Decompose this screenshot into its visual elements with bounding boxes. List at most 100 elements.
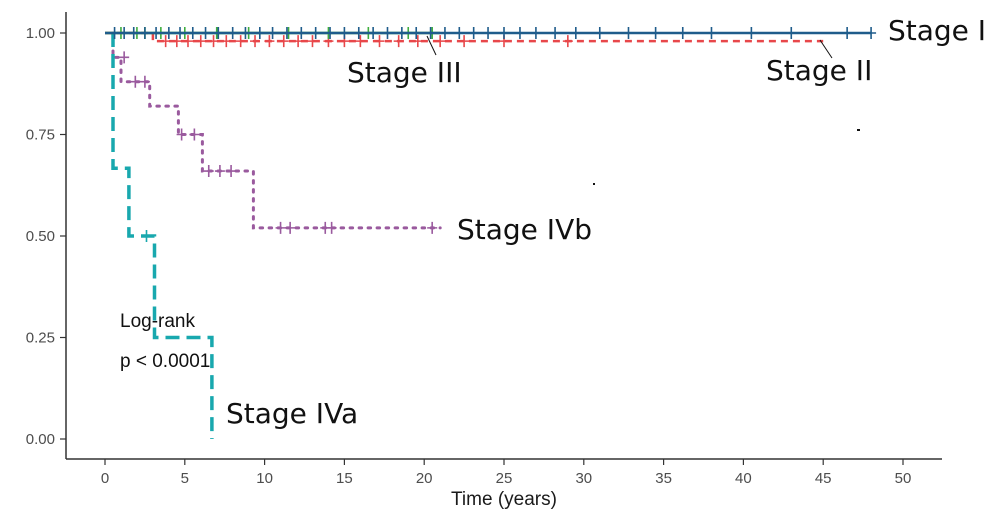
censor-mark xyxy=(411,27,422,39)
censor-mark xyxy=(285,221,296,234)
censor-mark xyxy=(296,27,307,39)
censor-mark xyxy=(278,35,289,48)
stage-iii-label: Stage III xyxy=(347,56,462,89)
stage-iva-series xyxy=(111,33,214,439)
x-tick-label: 15 xyxy=(336,470,353,487)
x-tick-label: 0 xyxy=(101,470,109,487)
censor-mark xyxy=(160,35,171,48)
y-ticks: 0.00 0.25 0.50 0.75 1.00 xyxy=(26,25,66,448)
axes-layer: 0 5 10 15 20 25 30 35 40 45 50 0.00 0.25 0.50 0.75 1.0… xyxy=(26,12,942,510)
censor-mark xyxy=(514,27,525,39)
censor-mark xyxy=(128,27,139,39)
censor-mark xyxy=(382,27,393,39)
censor-mark xyxy=(435,35,446,48)
censor-mark xyxy=(562,35,573,48)
stage-ii-leader-line xyxy=(819,39,833,59)
x-tick-label: 30 xyxy=(575,470,592,487)
censor-mark xyxy=(208,35,219,48)
censor-mark xyxy=(374,35,385,48)
censor-mark xyxy=(339,27,350,39)
censor-mark xyxy=(187,27,198,39)
y-tick-label: 0.75 xyxy=(26,127,55,144)
censor-mark xyxy=(393,35,404,48)
stage-i-series xyxy=(105,27,877,39)
censor-mark xyxy=(213,27,224,39)
stray-mark xyxy=(857,129,860,131)
censor-mark xyxy=(623,27,634,39)
log-rank-label: Log-rank xyxy=(120,311,195,332)
censor-mark xyxy=(109,27,120,39)
censor-mark xyxy=(396,27,407,39)
censor-mark xyxy=(427,221,438,234)
censor-mark xyxy=(176,128,187,141)
series-layer xyxy=(105,27,877,439)
x-axis-title: Time (years) xyxy=(451,489,557,510)
censor-mark xyxy=(171,35,182,48)
y-tick-label: 1.00 xyxy=(26,25,55,42)
censor-mark xyxy=(355,35,366,48)
censor-mark xyxy=(250,35,261,48)
stage-ii-label: Stage II xyxy=(766,54,872,87)
stray-mark xyxy=(593,183,595,185)
censor-mark xyxy=(550,27,561,39)
stage-ivb-curve xyxy=(111,31,442,230)
x-tick-label: 45 xyxy=(815,470,832,487)
censor-mark xyxy=(139,27,150,39)
censor-mark xyxy=(293,35,304,48)
censor-mark xyxy=(175,27,186,39)
censor-mark xyxy=(459,35,470,48)
x-tick-label: 35 xyxy=(655,470,672,487)
censor-mark xyxy=(200,27,211,39)
censor-mark xyxy=(677,27,688,39)
censor-mark xyxy=(310,27,321,39)
censor-mark xyxy=(281,27,292,39)
censor-mark xyxy=(221,35,232,48)
censor-mark xyxy=(307,35,318,48)
censor-mark xyxy=(468,27,479,39)
stage-ivb-series xyxy=(111,31,442,234)
censor-mark xyxy=(570,27,581,39)
censor-mark xyxy=(264,35,275,48)
censor-mark xyxy=(227,27,238,39)
censor-mark xyxy=(425,27,436,39)
censor-mark xyxy=(499,27,509,39)
censor-mark xyxy=(866,27,877,39)
x-tick-label: 5 xyxy=(181,470,189,487)
x-tick-label: 25 xyxy=(496,470,513,487)
y-tick-label: 0.25 xyxy=(26,330,55,347)
stage-iva-label: Stage IVa xyxy=(226,397,358,430)
censor-mark xyxy=(594,27,605,39)
censor-mark xyxy=(842,27,853,39)
y-tick-label: 0.00 xyxy=(26,431,55,448)
stage-ii-series xyxy=(105,31,824,48)
censor-mark xyxy=(275,221,286,234)
censor-mark xyxy=(454,27,465,39)
censor-mark xyxy=(254,27,265,39)
censor-mark xyxy=(163,27,174,39)
x-tick-label: 20 xyxy=(416,470,433,487)
censor-mark xyxy=(119,51,130,64)
censor-mark xyxy=(189,128,200,141)
y-tick-label: 0.50 xyxy=(26,228,55,245)
x-tick-label: 10 xyxy=(256,470,273,487)
x-tick-label: 40 xyxy=(735,470,752,487)
censor-mark xyxy=(412,35,423,48)
censor-mark xyxy=(195,35,206,48)
censor-mark xyxy=(325,27,336,39)
censor-mark xyxy=(746,27,757,39)
censor-mark xyxy=(786,27,797,39)
censor-mark xyxy=(130,75,141,88)
censor-mark xyxy=(151,27,162,39)
censor-mark xyxy=(235,35,246,48)
stage-iii-leader-line xyxy=(426,35,437,56)
x-tick-label: 50 xyxy=(895,470,912,487)
censor-mark xyxy=(483,27,494,39)
censor-mark xyxy=(267,27,278,39)
censor-mark xyxy=(706,27,717,39)
censor-mark xyxy=(530,27,541,39)
censor-mark xyxy=(119,27,130,39)
censor-mark xyxy=(353,27,364,39)
